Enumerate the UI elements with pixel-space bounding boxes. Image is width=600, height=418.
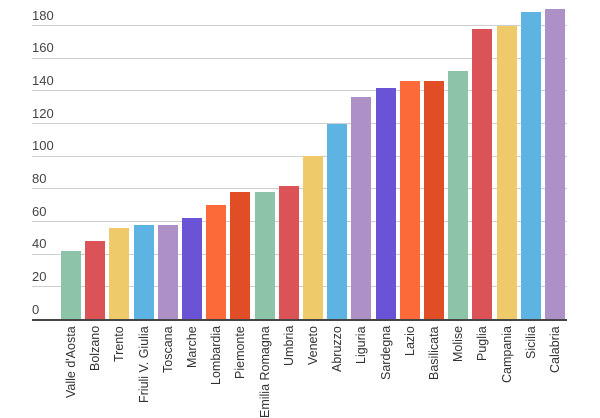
x-tick-label: Lombardia [209, 325, 224, 385]
x-tick-label: Umbria [281, 325, 296, 366]
bar[interactable] [545, 9, 565, 320]
x-tick-label: Veneto [306, 326, 320, 365]
x-tick-label: Bolzano [88, 325, 103, 371]
bar[interactable] [278, 185, 299, 320]
x-tick-label: Abruzzo [330, 326, 345, 372]
y-tick-label: 100 [32, 138, 54, 154]
x-axis-line [32, 319, 567, 321]
x-tick-label: Molise [451, 325, 466, 362]
x-tick-label: Valle d'Aosta [64, 326, 78, 398]
bar[interactable] [157, 224, 178, 320]
bar[interactable] [61, 250, 81, 320]
x-tick-label: Toscana [160, 326, 175, 373]
bar[interactable] [85, 241, 106, 320]
bar[interactable] [206, 205, 227, 320]
gridline [32, 57, 567, 59]
gridline [32, 253, 567, 255]
bar-chart: 0 20 40 60 80 100 120 140 160 180 Valle d'Aosta Bol… [32, 7, 567, 418]
bar[interactable] [448, 71, 469, 320]
x-tick-label: Piemonte [233, 326, 248, 379]
gridline [32, 286, 567, 288]
bar[interactable] [424, 81, 444, 320]
gridline [32, 155, 567, 157]
y-tick-label: 160 [32, 40, 54, 56]
y-tick-label: 180 [32, 7, 54, 23]
bar[interactable] [472, 28, 493, 320]
x-tick-label: Marche [185, 326, 199, 368]
gridline [32, 123, 567, 124]
gridline [32, 90, 567, 92]
bar[interactable] [375, 87, 396, 320]
x-tick-label: Calabria [548, 326, 562, 373]
bar[interactable] [303, 156, 323, 320]
x-tick-label: Campania [499, 326, 514, 383]
x-tick-label: Friuli V. Giulia [136, 326, 151, 403]
x-tick-label: Sicilia [523, 326, 538, 359]
bar[interactable] [182, 218, 202, 320]
x-tick-label: Sardegna [378, 325, 393, 380]
y-tick-label: 140 [32, 72, 54, 88]
x-tick-label: Trento [112, 326, 127, 362]
bar[interactable] [254, 192, 275, 320]
y-tick-label: 120 [32, 105, 54, 121]
bar[interactable] [496, 25, 517, 320]
gridline [32, 25, 567, 26]
bar[interactable] [109, 228, 130, 320]
gridline [32, 221, 567, 222]
x-tick-label: Basilicata [427, 326, 441, 381]
gridline [32, 188, 567, 190]
bar[interactable] [520, 12, 541, 320]
bar[interactable] [230, 192, 251, 320]
y-tick-label: 20 [32, 268, 47, 284]
y-tick-label: 40 [32, 236, 47, 252]
y-tick-label: 80 [32, 170, 47, 186]
x-tick-label: Lazio [402, 326, 417, 356]
bar[interactable] [351, 97, 372, 320]
x-tick-label: Puglia [475, 326, 490, 361]
y-tick-label: 0 [32, 301, 40, 317]
bar[interactable] [327, 123, 348, 320]
x-tick-label: Emilia Romagna [257, 326, 272, 418]
y-tick-label: 60 [32, 203, 47, 219]
bar[interactable] [399, 81, 420, 320]
bar[interactable] [133, 224, 154, 320]
x-tick-label: Liguria [354, 326, 369, 364]
